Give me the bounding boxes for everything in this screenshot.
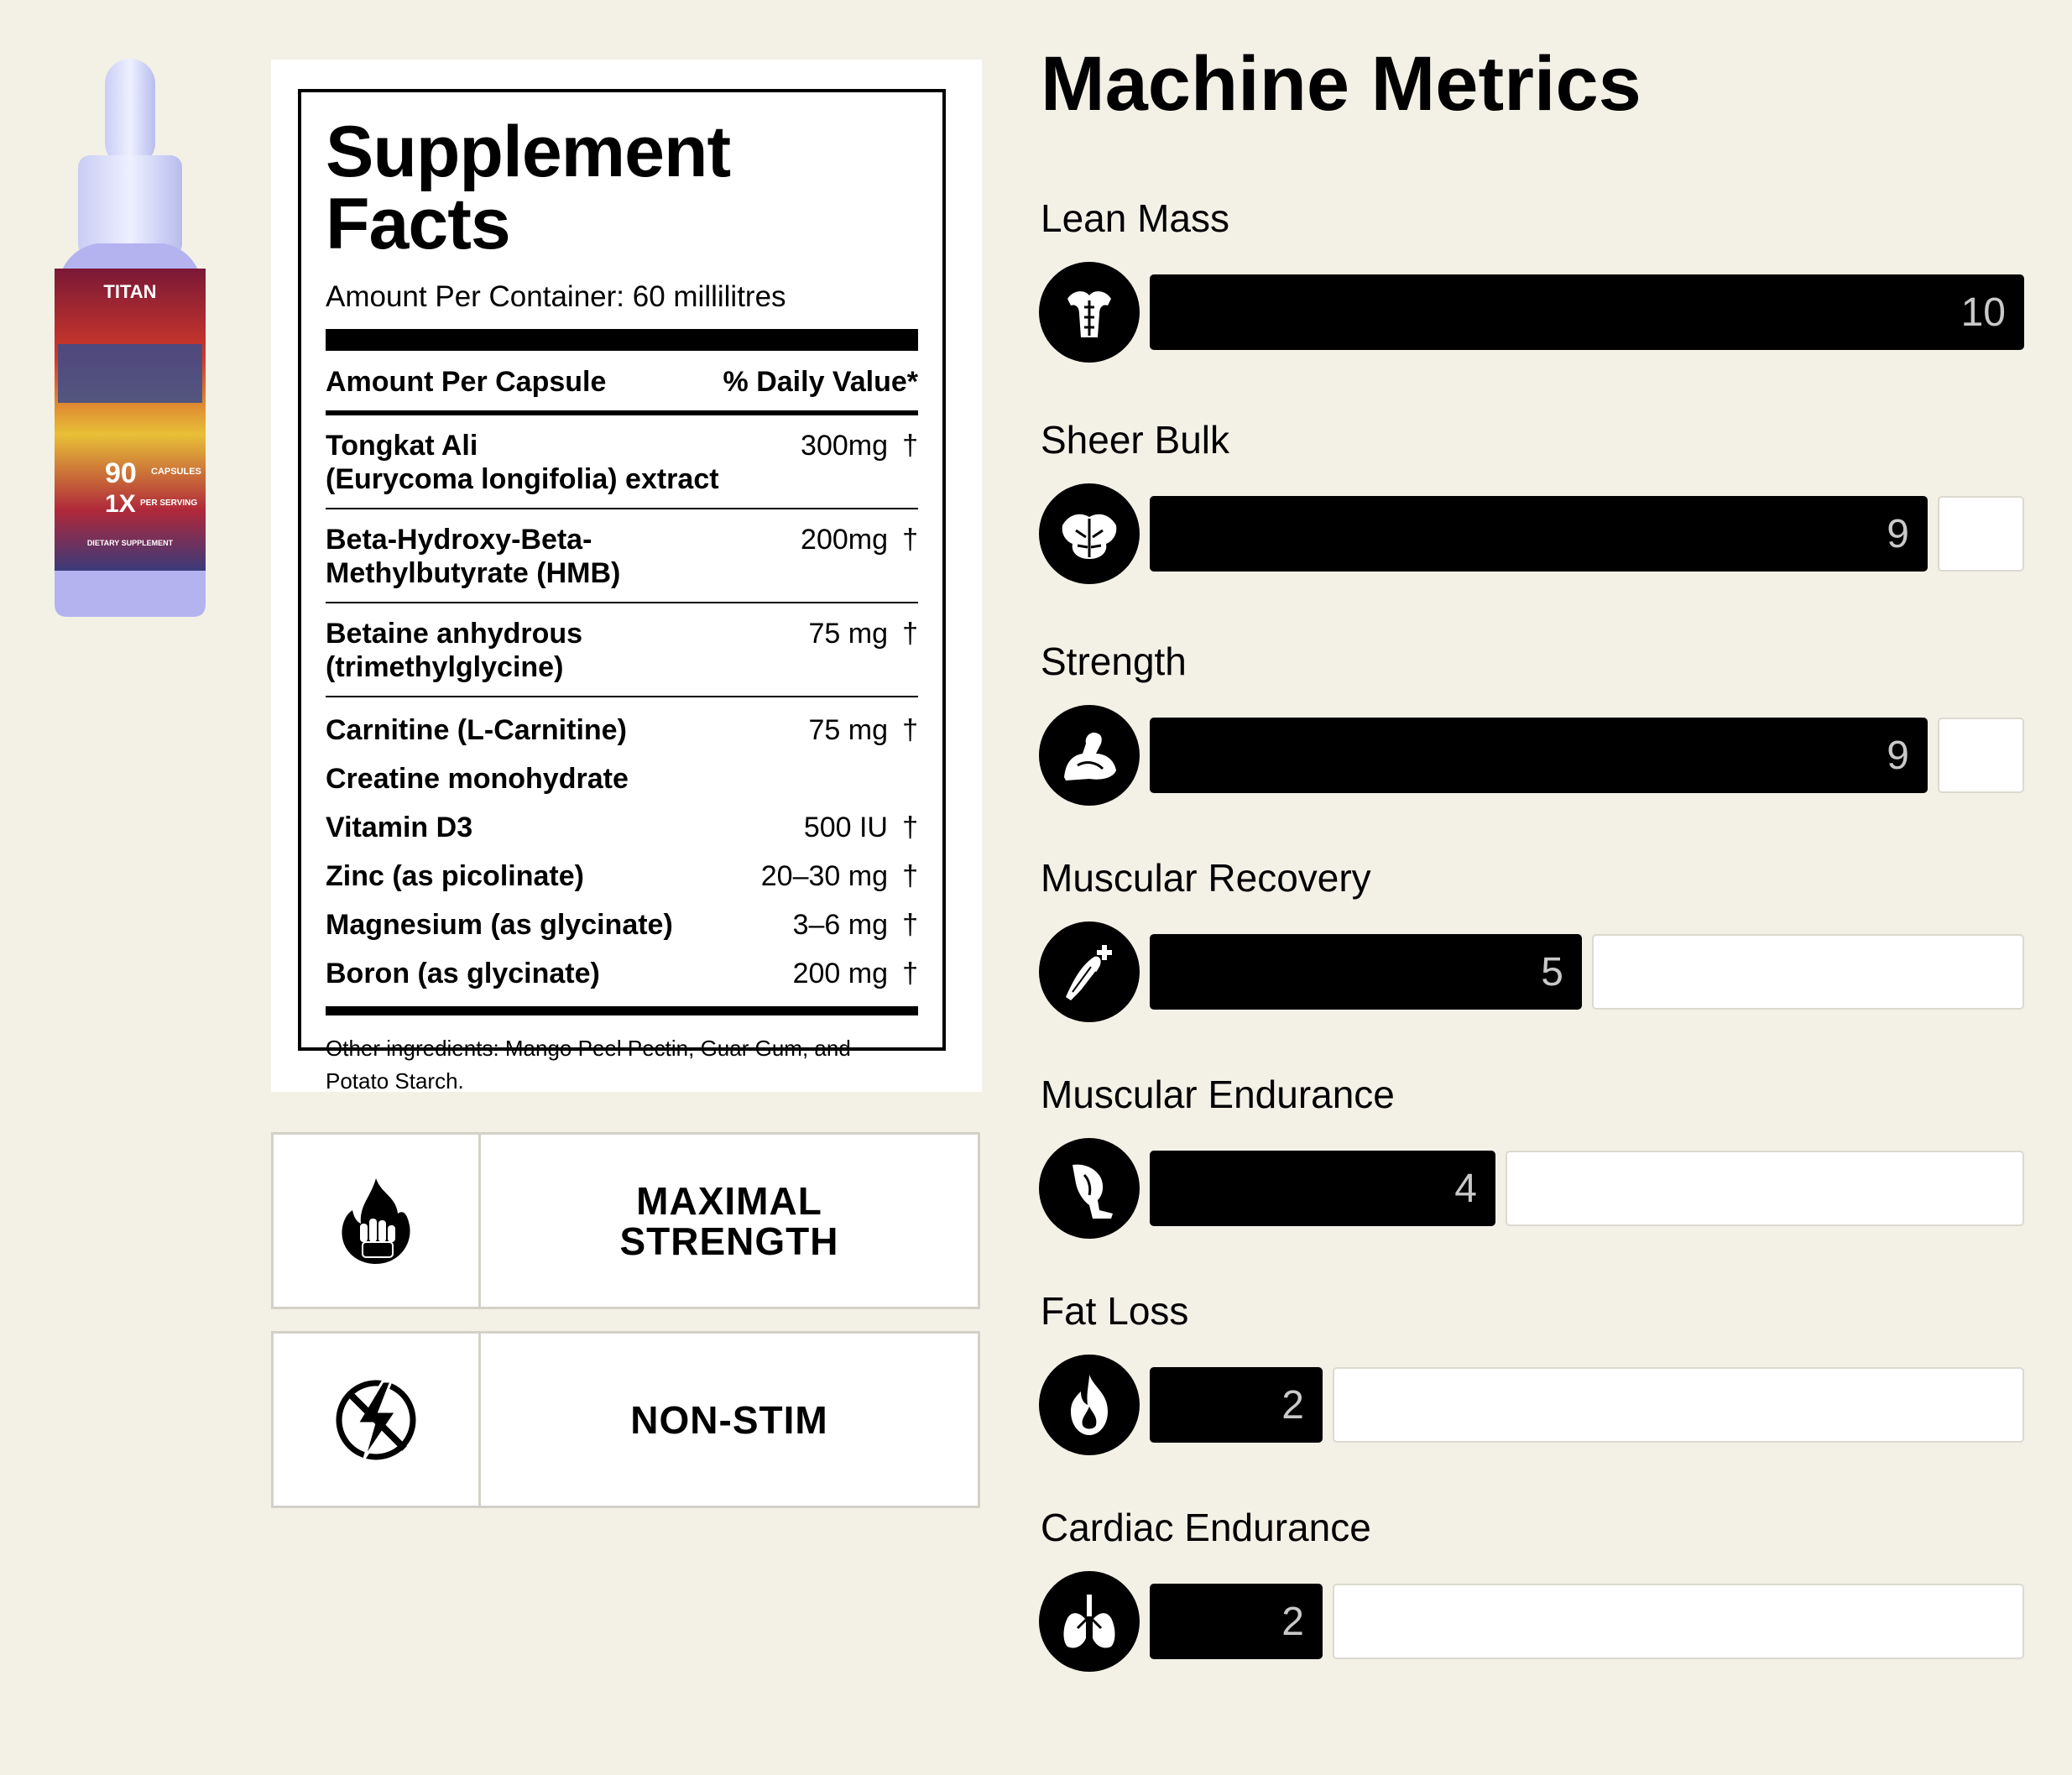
facts-title: Supplement Facts: [326, 112, 731, 264]
daily-value-mark: †: [902, 714, 918, 746]
ingredient-amount: 500 IU: [803, 812, 888, 843]
ingredient-amount: 200 mg: [792, 958, 888, 989]
metric-score-bar: 5: [1150, 934, 1582, 1010]
metric-label: Sheer Bulk: [1041, 418, 1230, 462]
metric-score-bar: 2: [1150, 1584, 1323, 1659]
ingredient-row: Beta-Hydroxy-Beta- Methylbutyrate (HMB) 2…: [326, 509, 918, 603]
metric-label: Muscular Endurance: [1041, 1073, 1395, 1116]
daily-value-mark: †: [902, 812, 918, 843]
torso-icon: [1039, 262, 1140, 363]
feature-label-line1: MAXIMAL: [636, 1178, 822, 1223]
facts-bottom-divider: [326, 1006, 918, 1015]
ingredient-amount: 20–30 mg: [760, 860, 888, 892]
back-muscle-icon: [1039, 483, 1140, 584]
daily-value-mark: †: [902, 524, 918, 556]
ingredient-row: Creatine monohydrate: [326, 754, 918, 803]
metric-remaining-track: [1938, 718, 2024, 793]
metric-label: Cardiac Endurance: [1041, 1506, 1371, 1549]
ingredient-row: Magnesium (as glycinate) 3–6 mg †: [326, 901, 918, 949]
metric-label: Lean Mass: [1041, 196, 1230, 240]
amount-per-container: Amount Per Container: 60 millilitres: [326, 280, 786, 313]
feature-label: NON-STIM: [630, 1397, 828, 1442]
metric-remaining-track: [1333, 1367, 2024, 1443]
feature-label-line2: STRENGTH: [619, 1219, 839, 1263]
ingredient-name: Magnesium (as glycinate): [326, 909, 673, 941]
ingredient-row: Carnitine (L-Carnitine) 75 mg †: [326, 706, 918, 754]
ingredient-name: Beta-Hydroxy-Beta-: [326, 524, 592, 556]
metric-remaining-track: [1333, 1584, 2024, 1659]
ingredient-amount: 75 mg: [808, 714, 889, 746]
metric-score-bar: 4: [1150, 1151, 1495, 1226]
ingredient-amount: 300mg: [801, 430, 888, 462]
ingredient-row: Tongkat Ali (Eurycoma longifolia) extract…: [326, 415, 918, 509]
ingredient-row: Betaine anhydrous (trimethylglycine) 75 m…: [326, 603, 918, 697]
ingredient-name: Carnitine (L-Carnitine): [326, 714, 627, 746]
metric-score-bar: 10: [1150, 274, 2024, 350]
ingredient-name: Zinc (as picolinate): [326, 860, 584, 892]
daily-value-mark: †: [902, 430, 918, 462]
bottle-brand-text: TITAN: [103, 281, 156, 302]
bottle-count-text: 90: [105, 457, 137, 489]
ingredient-row: Vitamin D3 500 IU †: [326, 803, 918, 852]
metric-remaining-track: [1938, 496, 2024, 572]
metric-score-bar: 9: [1150, 718, 1928, 793]
supplement-facts-card: Supplement Facts Amount Per Container: 6…: [271, 60, 982, 1094]
feature-non-stim: NON-STIM: [271, 1331, 980, 1508]
no-lightning-icon: [336, 1380, 416, 1459]
bottle-serving-unit-text: PER SERVING: [140, 499, 197, 508]
bottle-count-unit-text: CAPSULES: [151, 467, 201, 477]
flexed-arm-icon: [1039, 705, 1140, 806]
ingredient-amount: 75 mg: [808, 618, 889, 650]
daily-value-mark: †: [902, 618, 918, 650]
metric-label: Muscular Recovery: [1041, 856, 1371, 900]
metric-label: Fat Loss: [1041, 1289, 1189, 1333]
ingredient-name: Betaine anhydrous: [326, 618, 583, 650]
ingredient-row: Boron (as glycinate) 200 mg †: [326, 949, 918, 998]
feature-maximal-strength: MAXIMAL STRENGTH: [271, 1132, 980, 1309]
facts-header-row: Amount Per Capsule % Daily Value*: [326, 351, 918, 415]
facts-divider: [326, 329, 918, 351]
daily-value-mark: †: [902, 860, 918, 892]
ingredient-name-detail: Methylbutyrate (HMB): [326, 557, 621, 589]
ingredient-name: Tongkat Ali: [326, 430, 478, 462]
ingredient-amount: 3–6 mg: [792, 909, 888, 941]
ingredient-amount: 200mg: [801, 524, 888, 556]
col-amount-per-capsule: Amount Per Capsule: [326, 366, 607, 398]
col-daily-value: % Daily Value*: [723, 366, 918, 398]
metric-score-bar: 2: [1150, 1367, 1323, 1443]
muscle-plus-icon: [1039, 921, 1140, 1022]
ingredient-name: Boron (as glycinate): [326, 958, 600, 989]
lungs-icon: [1039, 1571, 1140, 1672]
ingredient-name-detail: (Eurycoma longifolia) extract: [326, 463, 719, 495]
daily-value-mark: †: [902, 909, 918, 941]
daily-value-mark: †: [902, 958, 918, 989]
flame-icon: [1039, 1355, 1140, 1455]
supplement-facts-panel: Supplement Facts Amount Per Container: 6…: [298, 89, 946, 1094]
other-ingredients: Other ingredients: Mango Peel Pectin, Gu…: [326, 1036, 851, 1094]
metric-score-bar: 9: [1150, 496, 1928, 572]
flame-fist-icon: [342, 1177, 410, 1264]
metric-remaining-track: [1506, 1151, 2024, 1226]
metric-label: Strength: [1041, 640, 1187, 683]
bottle-serving-text: 1X: [105, 490, 136, 518]
bottle-footer-text: DIETARY SUPPLEMENT: [87, 539, 174, 547]
leg-icon: [1039, 1138, 1140, 1239]
ingredient-row: Zinc (as picolinate) 20–30 mg †: [326, 852, 918, 901]
metric-remaining-track: [1592, 934, 2024, 1010]
ingredient-name: Vitamin D3: [326, 812, 473, 843]
ingredient-name-detail: (trimethylglycine): [326, 651, 564, 683]
ingredient-name: Creatine monohydrate: [326, 763, 629, 795]
metrics-title: Machine Metrics: [1041, 41, 1641, 127]
product-bottle-image: TITAN 90 CAPSULES 1X PER SERVING DIETARY…: [55, 59, 206, 617]
